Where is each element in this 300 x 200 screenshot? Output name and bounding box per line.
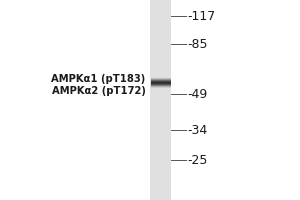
Text: AMPKα2 (pT172): AMPKα2 (pT172): [52, 86, 146, 96]
Text: -49: -49: [188, 88, 208, 100]
Text: -117: -117: [188, 9, 216, 22]
Text: AMPKα1 (pT183): AMPKα1 (pT183): [51, 74, 146, 84]
Text: -25: -25: [188, 154, 208, 166]
Text: -34: -34: [188, 123, 208, 136]
Bar: [150, 0, 171, 200]
Text: -85: -85: [188, 38, 208, 50]
